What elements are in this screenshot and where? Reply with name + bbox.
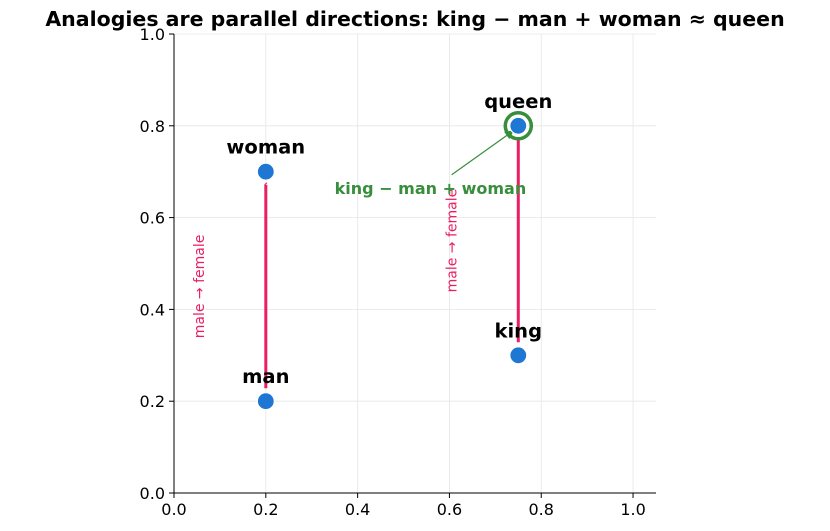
x-tick-label: 0.8 [529, 500, 554, 519]
x-tick-label: 0.4 [345, 500, 370, 519]
direction-arrow-label: male → female [192, 235, 208, 339]
point-man [256, 392, 275, 411]
point-queen [509, 116, 528, 135]
queen-highlight-ring [503, 111, 534, 141]
direction-arrow-label: male → female [444, 189, 460, 293]
x-tick-label: 0.6 [437, 500, 462, 519]
y-tick-label: 0.4 [140, 300, 165, 319]
axes: 0.0 0.2 0.4 0.6 0.8 1.0 0.0 0.2 0.4 0.6 0.8 1.0 [140, 25, 656, 519]
annotation-arrow [451, 130, 515, 176]
annotation-label: king − man + woman [335, 179, 527, 198]
x-tick-label: 1.0 [620, 500, 645, 519]
y-tick-label: 0.0 [140, 484, 165, 503]
y-tick-label: 0.6 [140, 209, 165, 228]
point-label-man: man [242, 365, 289, 388]
analogy-annotation: king − man + woman [335, 111, 534, 198]
point-label-queen: queen [484, 90, 552, 113]
point-woman [256, 162, 275, 181]
direction-arrows: male → female male → female [192, 139, 518, 389]
word-points: man woman king queen [226, 90, 552, 411]
point-label-woman: woman [226, 136, 305, 159]
point-king [509, 346, 528, 365]
x-tick-label: 0.2 [253, 500, 278, 519]
y-tick-label: 0.2 [140, 392, 165, 411]
chart-title: Analogies are parallel directions: king … [45, 7, 784, 31]
y-tick-label: 0.8 [140, 117, 165, 136]
x-tick-label: 0.0 [161, 500, 186, 519]
grid [173, 33, 656, 494]
point-label-king: king [495, 319, 543, 342]
y-tick-label: 1.0 [140, 25, 165, 44]
